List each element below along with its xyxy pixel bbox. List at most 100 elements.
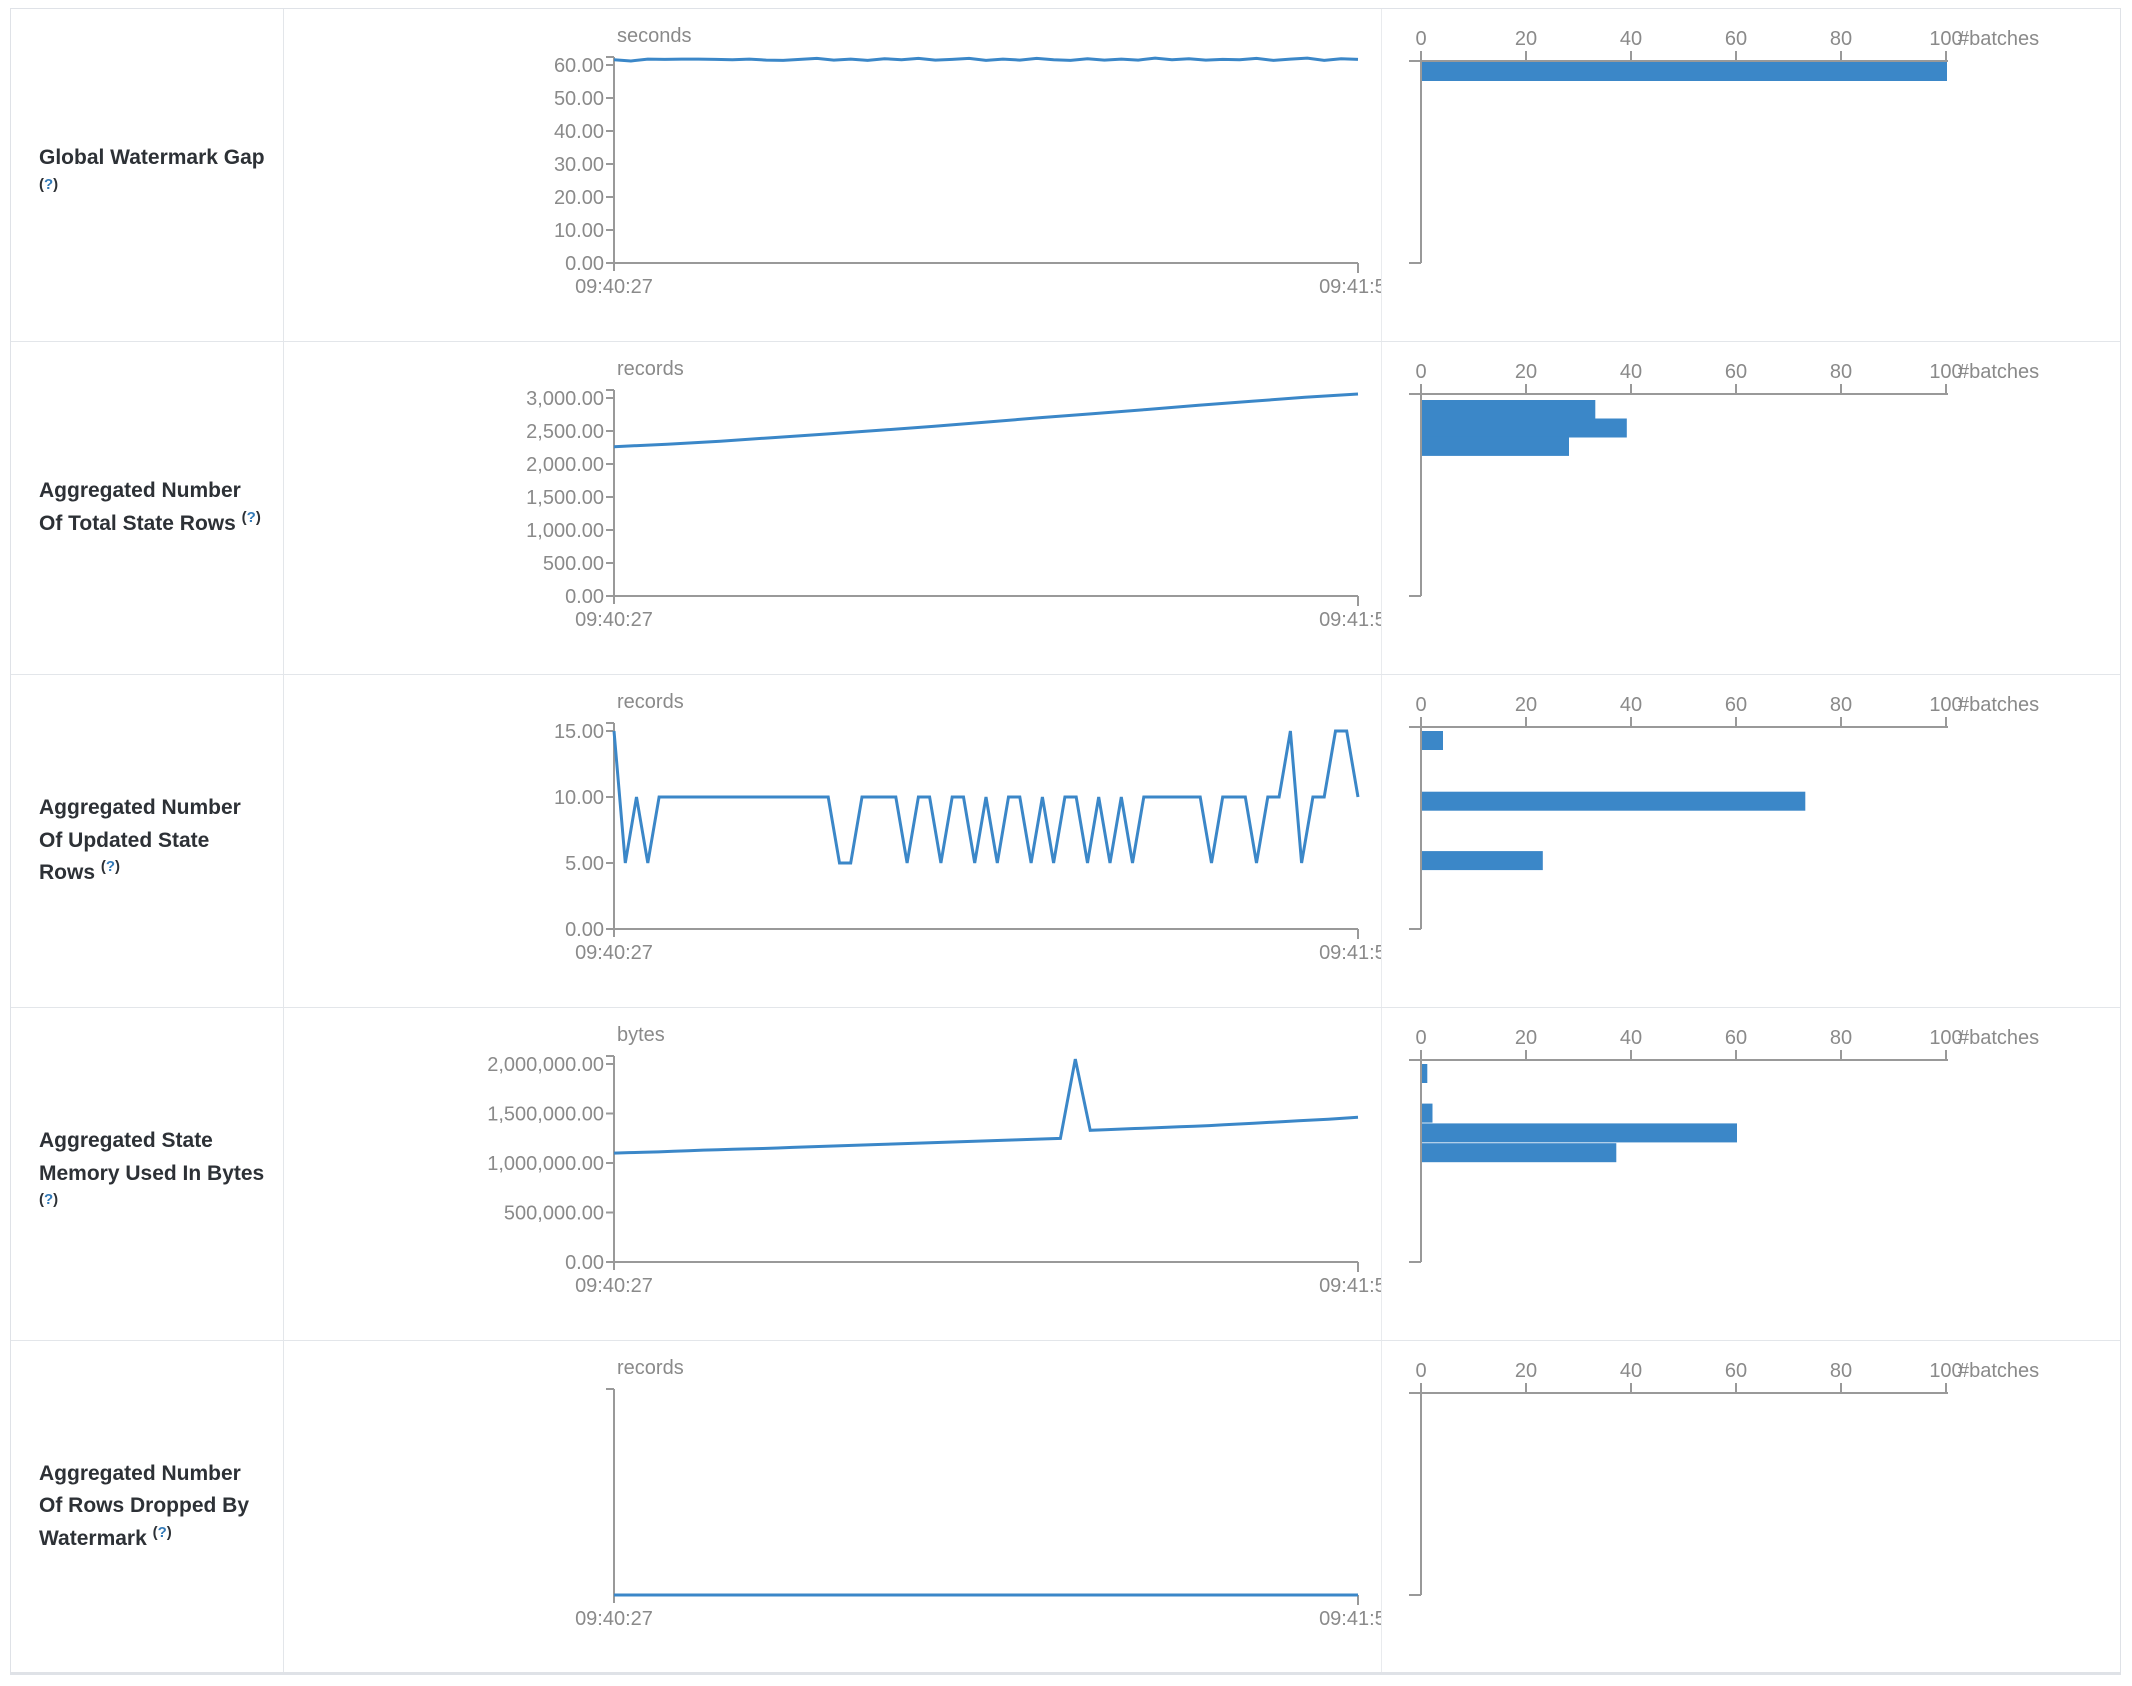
hist-x-tick-label: 80 bbox=[1830, 361, 1852, 383]
y-tick-label: 2,500.00 bbox=[526, 421, 604, 443]
x-axis-start-label: 09:40:27 bbox=[575, 1275, 653, 1297]
hist-x-tick-label: 80 bbox=[1830, 1027, 1852, 1049]
histogram-bars bbox=[1422, 1064, 1737, 1163]
x-axis-start-label: 09:40:27 bbox=[575, 276, 653, 298]
hist-x-tick-label: 40 bbox=[1620, 1027, 1642, 1049]
histogram-bar bbox=[1422, 418, 1627, 438]
histogram-bars bbox=[1422, 400, 1627, 456]
timeline-cell: records 15.00 10.00 5.00 0.00 09:40:27 09:41:5… bbox=[284, 675, 1382, 1007]
histogram-cell: 0 20 40 60 80 100 #batches bbox=[1382, 1008, 2120, 1340]
help-paren-open: ( bbox=[100, 858, 106, 876]
timeline-series-line bbox=[613, 1058, 1359, 1155]
timeline-series-line bbox=[612, 729, 1360, 865]
help-paren-close: ) bbox=[53, 1191, 59, 1209]
help-tooltip: (?) bbox=[101, 858, 120, 875]
timeline-axes: 3,000.00 2,500.00 2,000.00 1,500.00 1,000.00… bbox=[526, 388, 1359, 608]
histogram-bar bbox=[1422, 62, 1947, 81]
hist-x-tick-label: 20 bbox=[1515, 1027, 1537, 1049]
hist-axis-unit-label: #batches bbox=[1958, 694, 2039, 716]
timeline-series-line bbox=[613, 56, 1359, 63]
x-axis-end-label: 09:41:56 bbox=[1319, 276, 1381, 298]
y-tick-label: 0.00 bbox=[565, 919, 604, 941]
histogram-bar bbox=[1422, 1123, 1737, 1143]
timeline-unit-label: bytes bbox=[617, 1024, 665, 1046]
metric-row: Aggregated Number Of Total State Rows (?… bbox=[11, 342, 2120, 675]
histogram-axes: 0 20 40 60 80 100 bbox=[1409, 694, 1963, 930]
y-tick-label: 1,000,000.00 bbox=[487, 1153, 604, 1175]
help-link[interactable]: ? bbox=[246, 509, 256, 526]
metric-label-cell: Aggregated State Memory Used In Bytes (?… bbox=[11, 1008, 284, 1340]
timeline-chart: records 09:40:27 09:41:56 bbox=[575, 1357, 1381, 1630]
help-paren-close: ) bbox=[255, 509, 261, 526]
histogram-bar bbox=[1422, 436, 1569, 456]
histogram-bar bbox=[1422, 1064, 1428, 1083]
histogram-axes: 0 20 40 60 80 100 bbox=[1409, 1360, 1963, 1596]
histogram-chart: 0 20 40 60 80 100#batches bbox=[1409, 1027, 2039, 1263]
timeline-chart: seconds 60.00 50.00 40.00 30.00 20.00 10.00 0.0… bbox=[554, 25, 1381, 298]
y-tick-label: 50.00 bbox=[554, 88, 604, 110]
help-paren-close: ) bbox=[166, 1523, 172, 1541]
help-link[interactable]: ? bbox=[105, 858, 116, 876]
help-paren-open: ( bbox=[39, 1191, 44, 1209]
hist-x-tick-label: 80 bbox=[1830, 28, 1852, 50]
hist-x-tick-label: 100 bbox=[1929, 361, 1962, 383]
timeline-cell: seconds 60.00 50.00 40.00 30.00 20.00 10.00 0.0… bbox=[284, 9, 1382, 341]
hist-x-tick-label: 60 bbox=[1725, 1360, 1747, 1382]
timeline-cell: records 3,000.00 2,500.00 2,000.00 1,500.00 1… bbox=[284, 342, 1382, 674]
y-tick-label: 30.00 bbox=[554, 154, 604, 176]
timeline-cell: bytes 2,000,000.00 1,500,000.00 1,000,000.0… bbox=[284, 1008, 1382, 1340]
help-link[interactable]: ? bbox=[44, 1191, 54, 1209]
metric-label-cell: Aggregated Number Of Total State Rows (?… bbox=[11, 342, 284, 674]
y-tick-label: 0.00 bbox=[565, 1252, 604, 1274]
metric-label-cell: Global Watermark Gap (?) bbox=[11, 9, 284, 341]
metric-row: Aggregated State Memory Used In Bytes (?… bbox=[11, 1008, 2120, 1341]
hist-x-tick-label: 0 bbox=[1415, 1027, 1426, 1049]
histogram-bar bbox=[1422, 1103, 1433, 1123]
x-axis-end-label: 09:41:56 bbox=[1319, 1275, 1381, 1297]
y-tick-label: 1,500.00 bbox=[526, 487, 604, 509]
x-axis-start-label: 09:40:27 bbox=[575, 942, 653, 964]
histogram-bar bbox=[1422, 1143, 1617, 1163]
timeline-axes bbox=[606, 1388, 1359, 1605]
y-tick-label: 0.00 bbox=[565, 253, 604, 275]
histogram-bars bbox=[1422, 62, 1947, 81]
hist-x-tick-label: 100 bbox=[1929, 694, 1962, 716]
metric-label: Aggregated State Memory Used In Bytes (?… bbox=[39, 1125, 267, 1223]
histogram-bar bbox=[1422, 851, 1543, 871]
histogram-cell: 0 20 40 60 80 100 #batches bbox=[1382, 9, 2120, 341]
metric-row: Aggregated Number Of Updated State Rows … bbox=[11, 675, 2120, 1008]
y-tick-label: 500.00 bbox=[543, 553, 604, 575]
metric-label: Aggregated Number Of Rows Dropped By Wat… bbox=[39, 1458, 267, 1556]
help-tooltip: (?) bbox=[39, 1191, 58, 1208]
help-paren-open: ( bbox=[152, 1523, 158, 1541]
hist-x-tick-label: 0 bbox=[1415, 694, 1426, 716]
timeline-axes: 2,000,000.00 1,500,000.00 1,000,000.00 500,… bbox=[487, 1054, 1359, 1274]
help-tooltip: (?) bbox=[39, 176, 58, 193]
histogram-cell: 0 20 40 60 80 100 #batches bbox=[1382, 675, 2120, 1007]
metric-label: Aggregated Number Of Total State Rows (?… bbox=[39, 475, 267, 540]
y-tick-label: 40.00 bbox=[554, 121, 604, 143]
histogram-chart: 0 20 40 60 80 100#batches bbox=[1409, 361, 2039, 597]
y-tick-label: 2,000.00 bbox=[526, 454, 604, 476]
hist-x-tick-label: 60 bbox=[1725, 28, 1747, 50]
hist-x-tick-label: 80 bbox=[1830, 1360, 1852, 1382]
hist-x-tick-label: 100 bbox=[1929, 1027, 1962, 1049]
histogram-axes: 0 20 40 60 80 100 bbox=[1409, 28, 1963, 264]
timeline-unit-label: records bbox=[617, 358, 684, 380]
help-paren-open: ( bbox=[39, 176, 44, 193]
timeline-chart: records 3,000.00 2,500.00 2,000.00 1,500.00 1… bbox=[526, 358, 1381, 631]
y-tick-label: 1,500,000.00 bbox=[487, 1104, 604, 1126]
histogram-cell: 0 20 40 60 80 100 #batches bbox=[1382, 1341, 2120, 1672]
hist-x-tick-label: 40 bbox=[1620, 28, 1642, 50]
y-tick-label: 2,000,000.00 bbox=[487, 1054, 604, 1076]
hist-x-tick-label: 100 bbox=[1929, 28, 1962, 50]
y-tick-label: 3,000.00 bbox=[526, 388, 604, 410]
help-link[interactable]: ? bbox=[44, 176, 54, 193]
hist-x-tick-label: 0 bbox=[1415, 1360, 1426, 1382]
hist-x-tick-label: 60 bbox=[1725, 361, 1747, 383]
help-link[interactable]: ? bbox=[157, 1523, 167, 1541]
help-paren-close: ) bbox=[115, 858, 121, 876]
hist-x-tick-label: 80 bbox=[1830, 694, 1852, 716]
timeline-axes: 60.00 50.00 40.00 30.00 20.00 10.00 0.00 bbox=[554, 55, 1359, 275]
metric-label: Aggregated Number Of Updated State Rows … bbox=[39, 792, 267, 890]
